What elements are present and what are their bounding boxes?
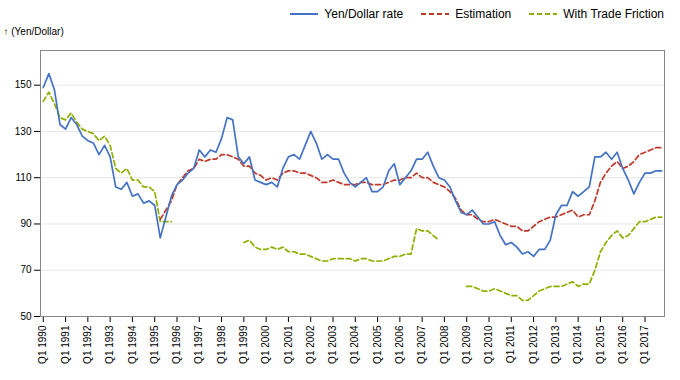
svg-text:Q1 1998: Q1 1998 [216, 325, 227, 364]
svg-text:Q1 2015: Q1 2015 [595, 325, 606, 364]
svg-text:110: 110 [16, 172, 32, 183]
svg-text:Q1 2008: Q1 2008 [439, 325, 450, 364]
svg-text:Q1 1995: Q1 1995 [149, 325, 160, 364]
svg-text:Q1 2016: Q1 2016 [617, 325, 628, 364]
svg-text:Q1 2001: Q1 2001 [283, 325, 294, 364]
svg-text:Q1 1999: Q1 1999 [238, 325, 249, 364]
svg-text:130: 130 [15, 126, 32, 137]
svg-text:150: 150 [15, 79, 32, 90]
svg-text:Q1 1992: Q1 1992 [82, 325, 93, 364]
svg-text:90: 90 [20, 218, 32, 229]
svg-text:Q1 2009: Q1 2009 [461, 325, 472, 364]
svg-text:50: 50 [20, 311, 32, 322]
svg-text:Q1 2002: Q1 2002 [305, 325, 316, 364]
svg-text:Q1 2004: Q1 2004 [349, 325, 360, 364]
svg-text:Q1 2007: Q1 2007 [416, 325, 427, 364]
html-text:With Trade Friction: With Trade Friction [563, 7, 664, 21]
svg-text:Q1 1997: Q1 1997 [193, 325, 204, 364]
svg-text:Q1 2005: Q1 2005 [372, 325, 383, 364]
svg-text:Q1 2000: Q1 2000 [260, 325, 271, 364]
svg-text:↑ (Yen/Dollar): ↑ (Yen/Dollar) [4, 26, 64, 37]
svg-text:Q1 1991: Q1 1991 [60, 325, 71, 364]
html-text:Yen/Dollar rate: Yen/Dollar rate [324, 7, 404, 21]
svg-text:Q1 1993: Q1 1993 [104, 325, 115, 364]
svg-text:70: 70 [20, 264, 32, 275]
svg-text:Q1 1996: Q1 1996 [171, 325, 182, 364]
html-text:Estimation: Estimation [455, 7, 512, 21]
svg-text:Q1 2013: Q1 2013 [550, 325, 561, 364]
svg-text:Q1 2011: Q1 2011 [505, 325, 516, 363]
svg-text:Q1 1994: Q1 1994 [127, 325, 138, 364]
svg-text:Q1 2006: Q1 2006 [394, 325, 405, 364]
svg-text:Q1 2017: Q1 2017 [639, 325, 650, 364]
svg-text:Q1 2003: Q1 2003 [327, 325, 338, 364]
svg-text:Q1 2014: Q1 2014 [572, 325, 583, 364]
svg-text:Q1 1990: Q1 1990 [37, 325, 48, 364]
svg-text:Q1 2010: Q1 2010 [483, 325, 494, 364]
svg-text:Q1 2012: Q1 2012 [528, 325, 539, 364]
